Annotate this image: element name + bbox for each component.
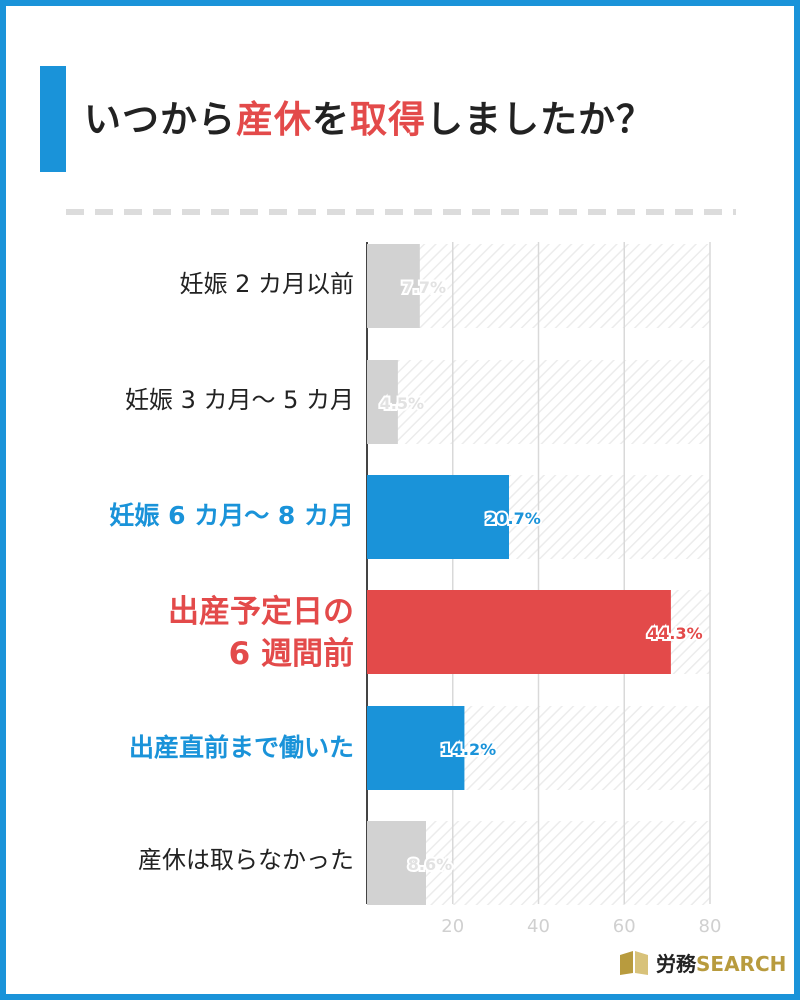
- title-accent-bar: [40, 66, 66, 172]
- category-label-2: 妊娠 6 カ月～ 8 カ月: [109, 501, 354, 530]
- book-logo-icon: [620, 951, 648, 975]
- category-label-3-line-1: 出産予定日の: [168, 594, 354, 630]
- tick-label: 60: [613, 916, 636, 937]
- tick-label: 80: [699, 916, 722, 937]
- logo-search: SEARCH: [696, 951, 787, 976]
- title-highlight-2: 取得: [350, 98, 426, 141]
- logo-text: 労務SEARCH: [656, 948, 786, 977]
- category-label-5: 産休は取らなかった: [138, 846, 354, 874]
- data-label: 14.2%: [441, 740, 497, 759]
- bar: [367, 706, 465, 790]
- bar: [367, 821, 426, 905]
- data-label: 20.7%: [485, 509, 541, 528]
- dashed-divider: [66, 209, 736, 215]
- bar: [367, 360, 398, 444]
- data-label: 44.3%: [647, 624, 703, 643]
- title-mid: を: [312, 98, 350, 141]
- data-label: 4.5%: [380, 394, 424, 413]
- bar: [367, 244, 420, 328]
- tick-label: 40: [527, 916, 550, 937]
- category-label-1: 妊娠 3 カ月～ 5 カ月: [124, 386, 354, 414]
- tick-label: 20: [441, 916, 464, 937]
- title-pre: いつから: [84, 98, 236, 141]
- category-label-4: 出産直前まで働いた: [128, 733, 354, 762]
- data-label: 8.6%: [408, 855, 452, 874]
- title-post: しましたか？: [426, 98, 654, 141]
- bar: [367, 475, 510, 559]
- logo-kanji: 労務: [656, 951, 696, 976]
- bar: [367, 590, 671, 674]
- category-label-0: 妊娠 2 カ月以前: [179, 270, 354, 298]
- title-highlight-1: 産休: [236, 98, 312, 141]
- data-label: 7.7%: [402, 278, 446, 297]
- chart-title: いつから産休を取得しましたか？: [84, 92, 654, 148]
- category-label-3-line-2: 6 週間前: [228, 636, 354, 672]
- logo: 労務SEARCH: [620, 944, 786, 980]
